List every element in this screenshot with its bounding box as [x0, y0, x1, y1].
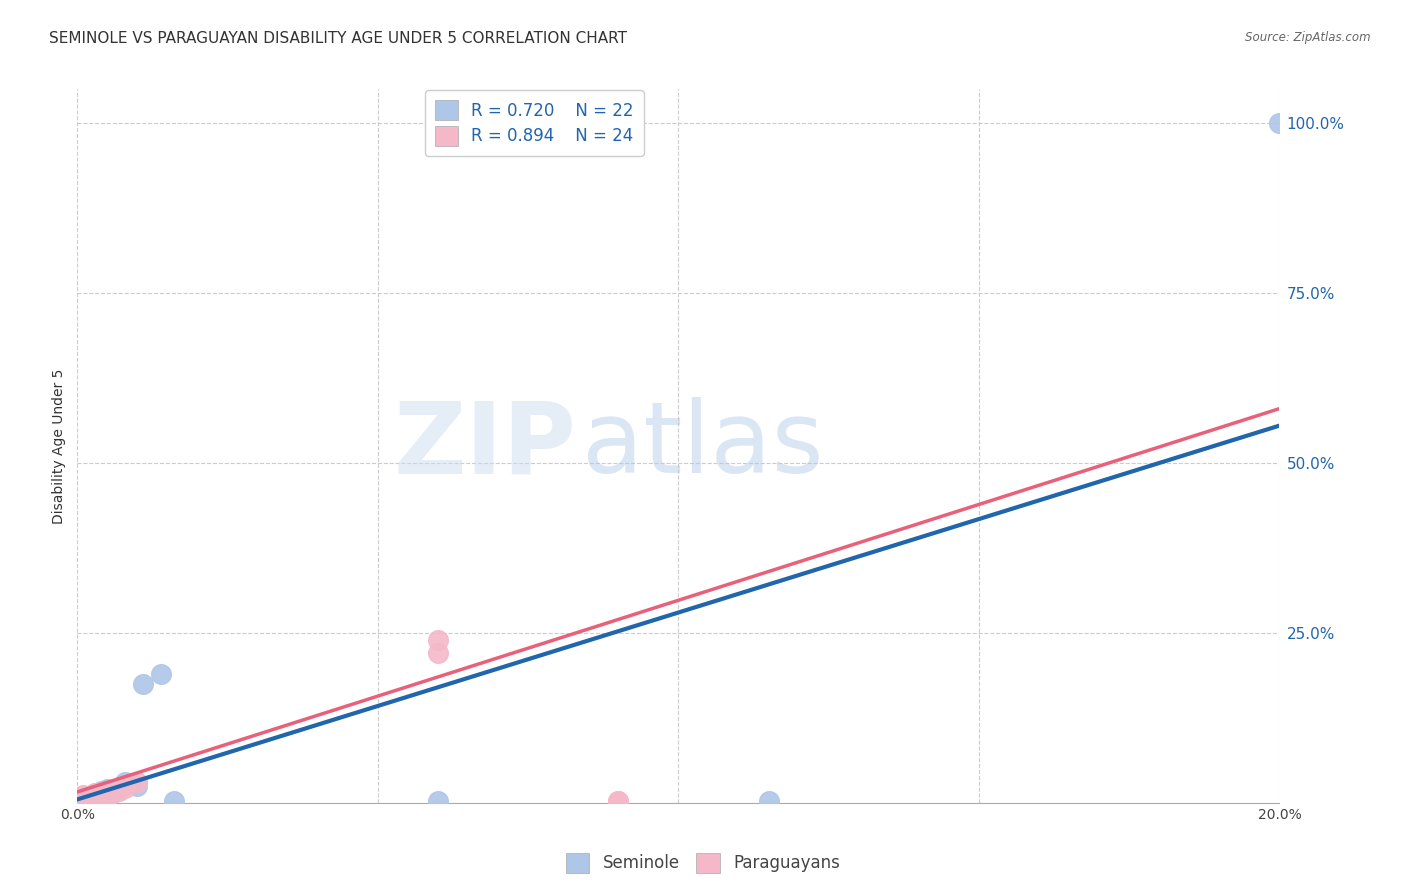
- Point: [84, 786, 107, 800]
- Text: SEMINOLE VS PARAGUAYAN DISABILITY AGE UNDER 5 CORRELATION CHART: SEMINOLE VS PARAGUAYAN DISABILITY AGE UN…: [49, 31, 627, 46]
- Point: [108, 783, 131, 797]
- Point: [103, 786, 125, 800]
- Point: [96, 788, 118, 802]
- Text: Source: ZipAtlas.com: Source: ZipAtlas.com: [1246, 31, 1371, 45]
- Point: [72, 792, 94, 806]
- Point: [127, 775, 149, 789]
- Point: [84, 790, 107, 805]
- Point: [607, 794, 630, 808]
- Point: [96, 789, 118, 803]
- Point: [127, 779, 149, 793]
- Point: [162, 794, 184, 808]
- Point: [108, 780, 131, 795]
- Point: [72, 792, 94, 806]
- Point: [90, 789, 112, 803]
- Y-axis label: Disability Age Under 5: Disability Age Under 5: [52, 368, 66, 524]
- Point: [84, 791, 107, 805]
- Point: [96, 782, 118, 797]
- Point: [79, 793, 101, 807]
- Point: [103, 786, 125, 800]
- Text: ZIP: ZIP: [394, 398, 576, 494]
- Point: [90, 790, 112, 805]
- Point: [90, 788, 112, 802]
- Legend: R = 0.720    N = 22, R = 0.894    N = 24: R = 0.720 N = 22, R = 0.894 N = 24: [425, 90, 644, 155]
- Point: [72, 790, 94, 805]
- Point: [427, 794, 450, 808]
- Point: [84, 789, 107, 803]
- Point: [72, 790, 94, 805]
- Point: [114, 780, 136, 795]
- Point: [79, 789, 101, 803]
- Point: [150, 666, 173, 681]
- Point: [79, 791, 101, 805]
- Point: [90, 783, 112, 797]
- Point: [120, 777, 142, 791]
- Point: [114, 775, 136, 789]
- Point: [96, 789, 118, 803]
- Point: [90, 785, 112, 799]
- Point: [607, 794, 630, 808]
- Text: atlas: atlas: [582, 398, 824, 494]
- Point: [84, 786, 107, 800]
- Point: [96, 790, 118, 805]
- Point: [79, 789, 101, 803]
- Legend: Seminole, Paraguayans: Seminole, Paraguayans: [560, 847, 846, 880]
- Point: [427, 632, 450, 647]
- Point: [1268, 116, 1291, 130]
- Point: [84, 790, 107, 805]
- Point: [132, 677, 155, 691]
- Point: [72, 788, 94, 802]
- Point: [427, 646, 450, 660]
- Point: [79, 793, 101, 807]
- Point: [758, 794, 780, 808]
- Point: [90, 788, 112, 802]
